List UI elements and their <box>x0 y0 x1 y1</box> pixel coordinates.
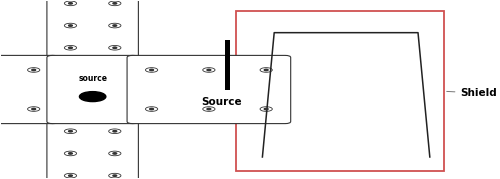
Circle shape <box>68 153 72 154</box>
Circle shape <box>32 108 35 110</box>
Text: Source: Source <box>201 97 241 107</box>
Circle shape <box>113 47 116 49</box>
Circle shape <box>150 69 154 71</box>
Circle shape <box>113 175 116 176</box>
Circle shape <box>68 3 72 4</box>
Circle shape <box>68 25 72 26</box>
Circle shape <box>207 69 211 71</box>
Circle shape <box>264 69 268 71</box>
Circle shape <box>68 130 72 132</box>
Text: source: source <box>78 74 107 83</box>
Circle shape <box>113 25 116 26</box>
FancyBboxPatch shape <box>47 55 138 124</box>
Circle shape <box>80 92 106 101</box>
Circle shape <box>113 153 116 154</box>
Circle shape <box>68 47 72 49</box>
Circle shape <box>113 130 116 132</box>
Text: Shield: Shield <box>446 88 497 98</box>
Circle shape <box>207 108 211 110</box>
Circle shape <box>150 108 154 110</box>
Circle shape <box>113 3 116 4</box>
FancyBboxPatch shape <box>127 55 290 124</box>
FancyBboxPatch shape <box>0 55 58 124</box>
Circle shape <box>68 175 72 176</box>
Circle shape <box>32 69 35 71</box>
Bar <box>224 40 230 90</box>
Circle shape <box>264 108 268 110</box>
FancyBboxPatch shape <box>47 119 138 179</box>
Bar <box>236 11 444 171</box>
FancyBboxPatch shape <box>47 0 138 60</box>
